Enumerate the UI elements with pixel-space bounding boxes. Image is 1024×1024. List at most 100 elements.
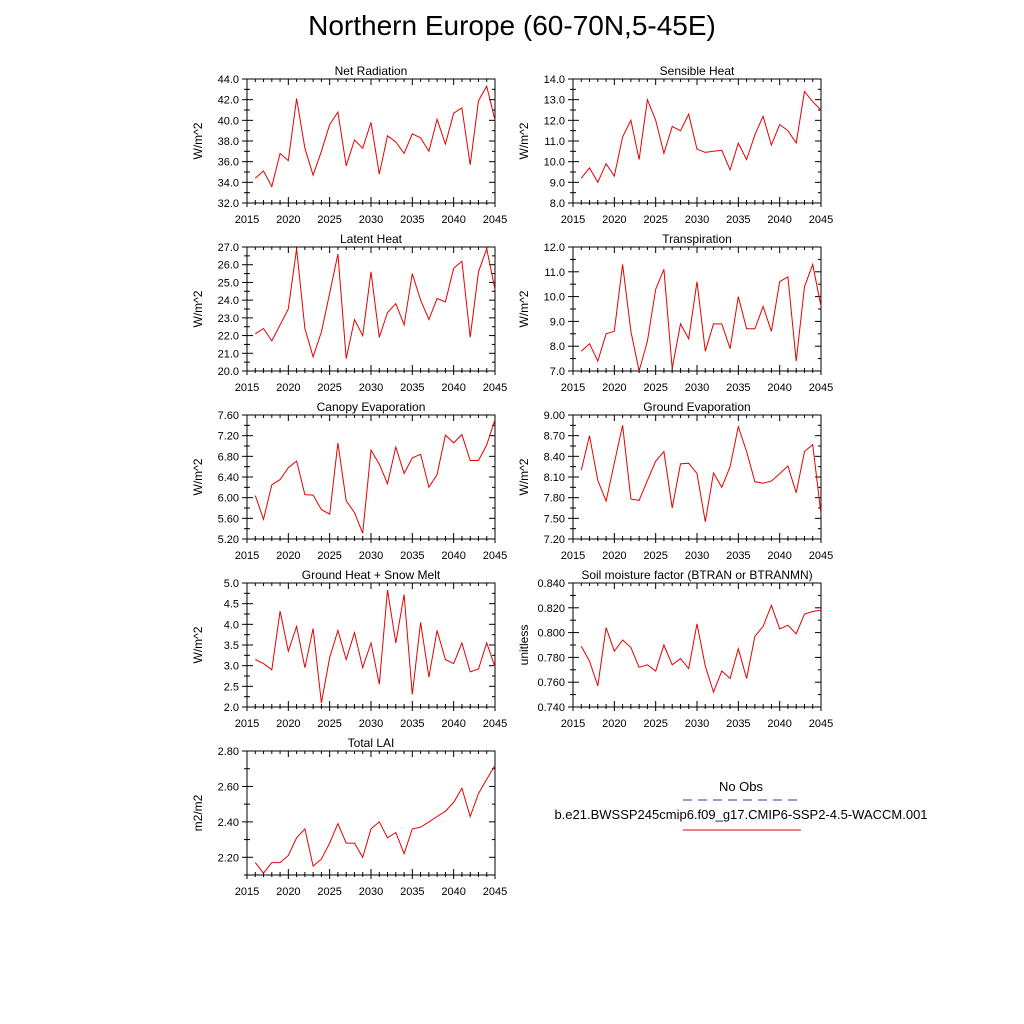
x-tick-label: 2020 (602, 382, 626, 394)
series-line (580, 90, 822, 184)
y-axis-label: W/m^2 (191, 290, 205, 327)
y-tick-label: 13.0 (544, 95, 565, 107)
plot-frame (246, 78, 496, 204)
y-tick-label: 26.0 (218, 260, 239, 272)
y-tick-label: 20.0 (218, 366, 239, 378)
x-tick-label: 2030 (359, 550, 383, 562)
x-tick-label: 2015 (235, 214, 259, 226)
y-tick-label: 22.0 (218, 331, 239, 343)
x-tick-label: 2020 (276, 550, 300, 562)
series-line (254, 764, 496, 875)
y-tick-label: 11.0 (544, 136, 565, 148)
panel-title: Net Radiation (335, 64, 408, 78)
panel-title: Soil moisture factor (BTRAN or BTRANMN) (581, 568, 812, 582)
y-tick-label: 7.80 (544, 493, 565, 505)
series-line (580, 424, 822, 522)
plot-frame (572, 246, 822, 372)
x-tick-label: 2040 (441, 886, 465, 898)
page-title: Northern Europe (60-70N,5-45E) (308, 10, 716, 41)
x-tick-label: 2035 (726, 550, 750, 562)
series-line (580, 603, 822, 694)
panel-6: Ground Evaporation W/m^2 2015 2020 2025 2030 2… (517, 400, 833, 562)
x-tick-label: 2040 (441, 550, 465, 562)
x-tick-label: 2045 (809, 382, 833, 394)
x-tick-label: 2040 (441, 214, 465, 226)
x-tick-label: 2020 (602, 550, 626, 562)
x-tick-label: 2025 (317, 214, 341, 226)
y-tick-label: 5.0 (224, 578, 239, 590)
x-tick-label: 2025 (317, 550, 341, 562)
x-tick-label: 2035 (400, 214, 424, 226)
plot-frame (246, 750, 496, 876)
x-tick-label: 2045 (483, 214, 507, 226)
y-tick-label: 0.740 (537, 702, 565, 714)
y-tick-label: 0.820 (537, 603, 565, 615)
x-tick-label: 2020 (276, 718, 300, 730)
panel-8: Soil moisture factor (BTRAN or BTRANMN) u… (517, 568, 833, 730)
series-line (255, 589, 496, 703)
x-tick-label: 2040 (441, 382, 465, 394)
plot-frame (572, 78, 822, 204)
x-tick-label: 2025 (317, 718, 341, 730)
y-tick-label: 0.780 (537, 652, 565, 664)
y-tick-label: 44.0 (218, 74, 239, 86)
legend-label-obs: No Obs (719, 779, 764, 794)
x-tick-label: 2045 (809, 550, 833, 562)
y-tick-label: 2.5 (224, 681, 239, 693)
x-tick-label: 2020 (276, 382, 300, 394)
plot-frame (572, 414, 822, 540)
x-tick-label: 2030 (359, 718, 383, 730)
y-tick-label: 2.40 (218, 817, 239, 829)
x-tick-label: 2025 (317, 886, 341, 898)
x-tick-label: 2020 (276, 214, 300, 226)
y-tick-label: 14.0 (544, 74, 565, 86)
panel-1: Net Radiation W/m^2 2015 2020 2025 2030 2035 20… (191, 64, 507, 226)
panel-title: Total LAI (348, 736, 395, 750)
y-tick-label: 8.0 (550, 341, 565, 353)
y-tick-label: 6.00 (218, 493, 239, 505)
x-tick-label: 2045 (483, 382, 507, 394)
x-tick-label: 2035 (400, 718, 424, 730)
x-tick-label: 2030 (359, 886, 383, 898)
y-tick-label: 10.0 (544, 292, 565, 304)
x-tick-label: 2025 (643, 718, 667, 730)
y-tick-label: 12.0 (544, 242, 565, 254)
y-tick-label: 40.0 (218, 115, 239, 127)
panel-7: Ground Heat + Snow Melt W/m^2 2015 2020 2025… (191, 568, 507, 730)
panel-title: Ground Heat + Snow Melt (302, 568, 441, 582)
y-tick-label: 8.10 (544, 472, 565, 484)
y-tick-label: 32.0 (218, 198, 239, 210)
x-tick-label: 2020 (602, 214, 626, 226)
panel-3: Latent Heat W/m^2 2015 2020 2025 2030 2035 2040… (191, 232, 507, 394)
y-axis-label: W/m^2 (517, 458, 531, 495)
y-axis-label: W/m^2 (517, 122, 531, 159)
y-tick-label: 2.60 (218, 781, 239, 793)
y-tick-label: 2.0 (224, 702, 239, 714)
x-tick-label: 2035 (400, 886, 424, 898)
x-tick-label: 2035 (400, 550, 424, 562)
x-tick-label: 2045 (483, 718, 507, 730)
y-tick-label: 8.0 (550, 198, 565, 210)
y-tick-label: 10.0 (544, 157, 565, 169)
x-tick-label: 2020 (602, 718, 626, 730)
y-axis-label: unitless (517, 625, 531, 666)
x-tick-label: 2015 (235, 886, 259, 898)
y-tick-label: 24.0 (218, 295, 239, 307)
plot-frame (246, 414, 496, 540)
x-tick-label: 2045 (483, 886, 507, 898)
x-tick-label: 2025 (643, 550, 667, 562)
panel-9: Total LAI m2/m2 2015 2020 2025 2030 2035 2040 20… (191, 736, 507, 898)
x-tick-label: 2015 (561, 550, 585, 562)
y-tick-label: 5.20 (218, 534, 239, 546)
y-axis-label: m2/m2 (191, 794, 205, 831)
y-tick-label: 8.70 (544, 431, 565, 443)
x-tick-label: 2040 (767, 718, 791, 730)
x-tick-label: 2025 (317, 382, 341, 394)
y-axis-label: W/m^2 (191, 458, 205, 495)
panel-2: Sensible Heat W/m^2 2015 2020 2025 2030 2035 20… (517, 64, 833, 226)
y-tick-label: 11.0 (544, 267, 565, 279)
x-tick-label: 2030 (685, 382, 709, 394)
x-tick-label: 2045 (483, 550, 507, 562)
y-tick-label: 5.60 (218, 513, 239, 525)
